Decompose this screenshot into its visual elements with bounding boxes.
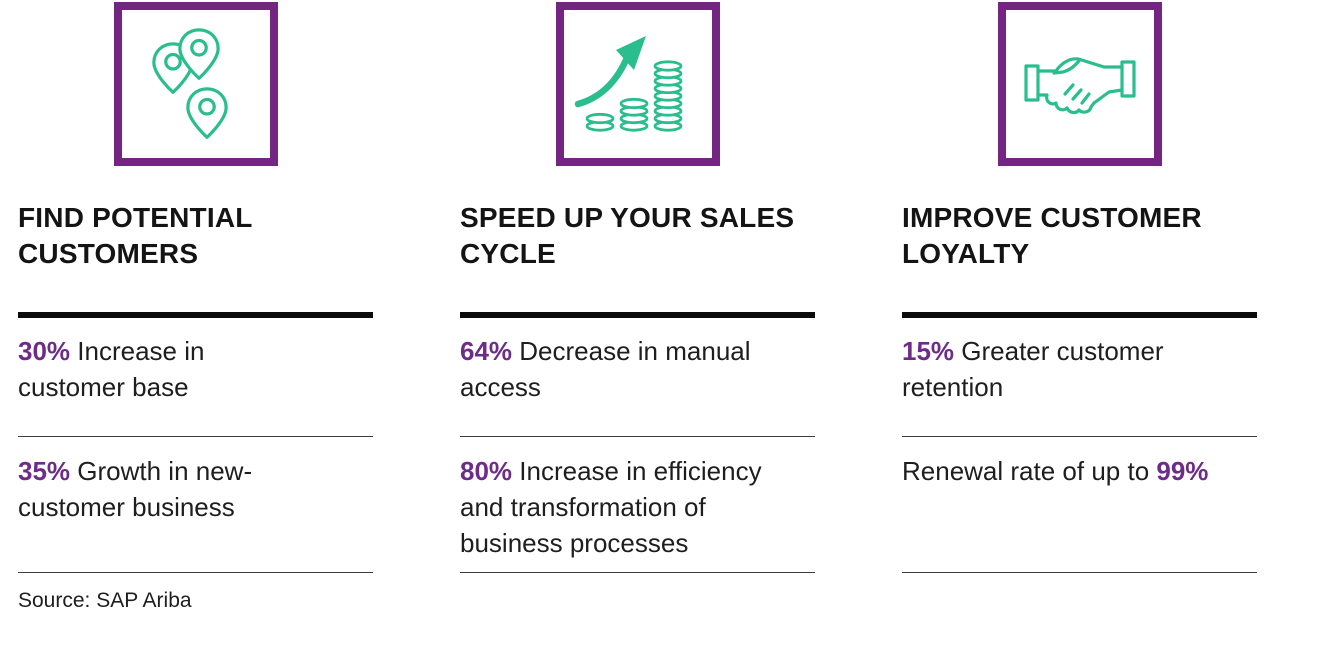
stat-text: Increase in customer base xyxy=(18,336,205,402)
source-text: Source: SAP Ariba xyxy=(18,589,192,612)
stat-renewal-rate: Renewal rate of up to 99% xyxy=(902,437,1257,573)
stat-new-customer-business: 35% Growth in new- customer business xyxy=(18,437,373,573)
icon-box-purple-frame xyxy=(997,2,1162,166)
stat-customer-retention: 15% Greater customer retention xyxy=(902,318,1257,437)
icon-row xyxy=(902,2,1257,166)
stat-text: Greater customer retention xyxy=(902,336,1164,402)
stat-value: 80% xyxy=(460,456,513,486)
stat-value: 99% xyxy=(1156,456,1209,486)
column-heading: SPEED UP YOUR SALES CYCLE xyxy=(460,166,815,318)
coin-growth-icon xyxy=(574,36,682,132)
icon-box-purple-frame xyxy=(555,2,720,166)
column-heading: FIND POTENTIAL CUSTOMERS xyxy=(18,166,373,318)
stat-value: 30% xyxy=(18,336,71,366)
stat-value: 64% xyxy=(460,336,513,366)
handshake-icon xyxy=(1023,57,1136,115)
column-improve-customer-loyalty: IMPROVE CUSTOMER LOYALTY 15% Greater cus… xyxy=(902,2,1257,613)
stat-customer-base: 30% Increase in customer base xyxy=(18,318,373,437)
column-find-potential-customers: FIND POTENTIAL CUSTOMERS 30% Increase in… xyxy=(18,2,373,613)
stat-manual-access: 64% Decrease in manual access xyxy=(460,318,815,437)
stat-text: Increase in efficiency and transformatio… xyxy=(460,456,762,558)
stat-value: 35% xyxy=(18,456,71,486)
stat-text: Decrease in manual access xyxy=(460,336,751,402)
stat-text: Growth in new- customer business xyxy=(18,456,253,522)
map-pins-icon xyxy=(151,28,228,139)
column-heading: IMPROVE CUSTOMER LOYALTY xyxy=(902,166,1257,318)
content-grid: FIND POTENTIAL CUSTOMERS 30% Increase in… xyxy=(18,2,1257,613)
icon-row xyxy=(460,2,815,166)
arrow-head xyxy=(615,36,646,70)
column-speed-up-sales-cycle: SPEED UP YOUR SALES CYCLE 64% Decrease i… xyxy=(460,2,815,613)
icon-row xyxy=(18,2,373,166)
stat-efficiency: 80% Increase in efficiency and transform… xyxy=(460,437,815,573)
stat-value: 15% xyxy=(902,336,955,366)
stat-text: Renewal rate of up to xyxy=(902,456,1150,486)
icon-box-purple-frame xyxy=(113,2,278,166)
